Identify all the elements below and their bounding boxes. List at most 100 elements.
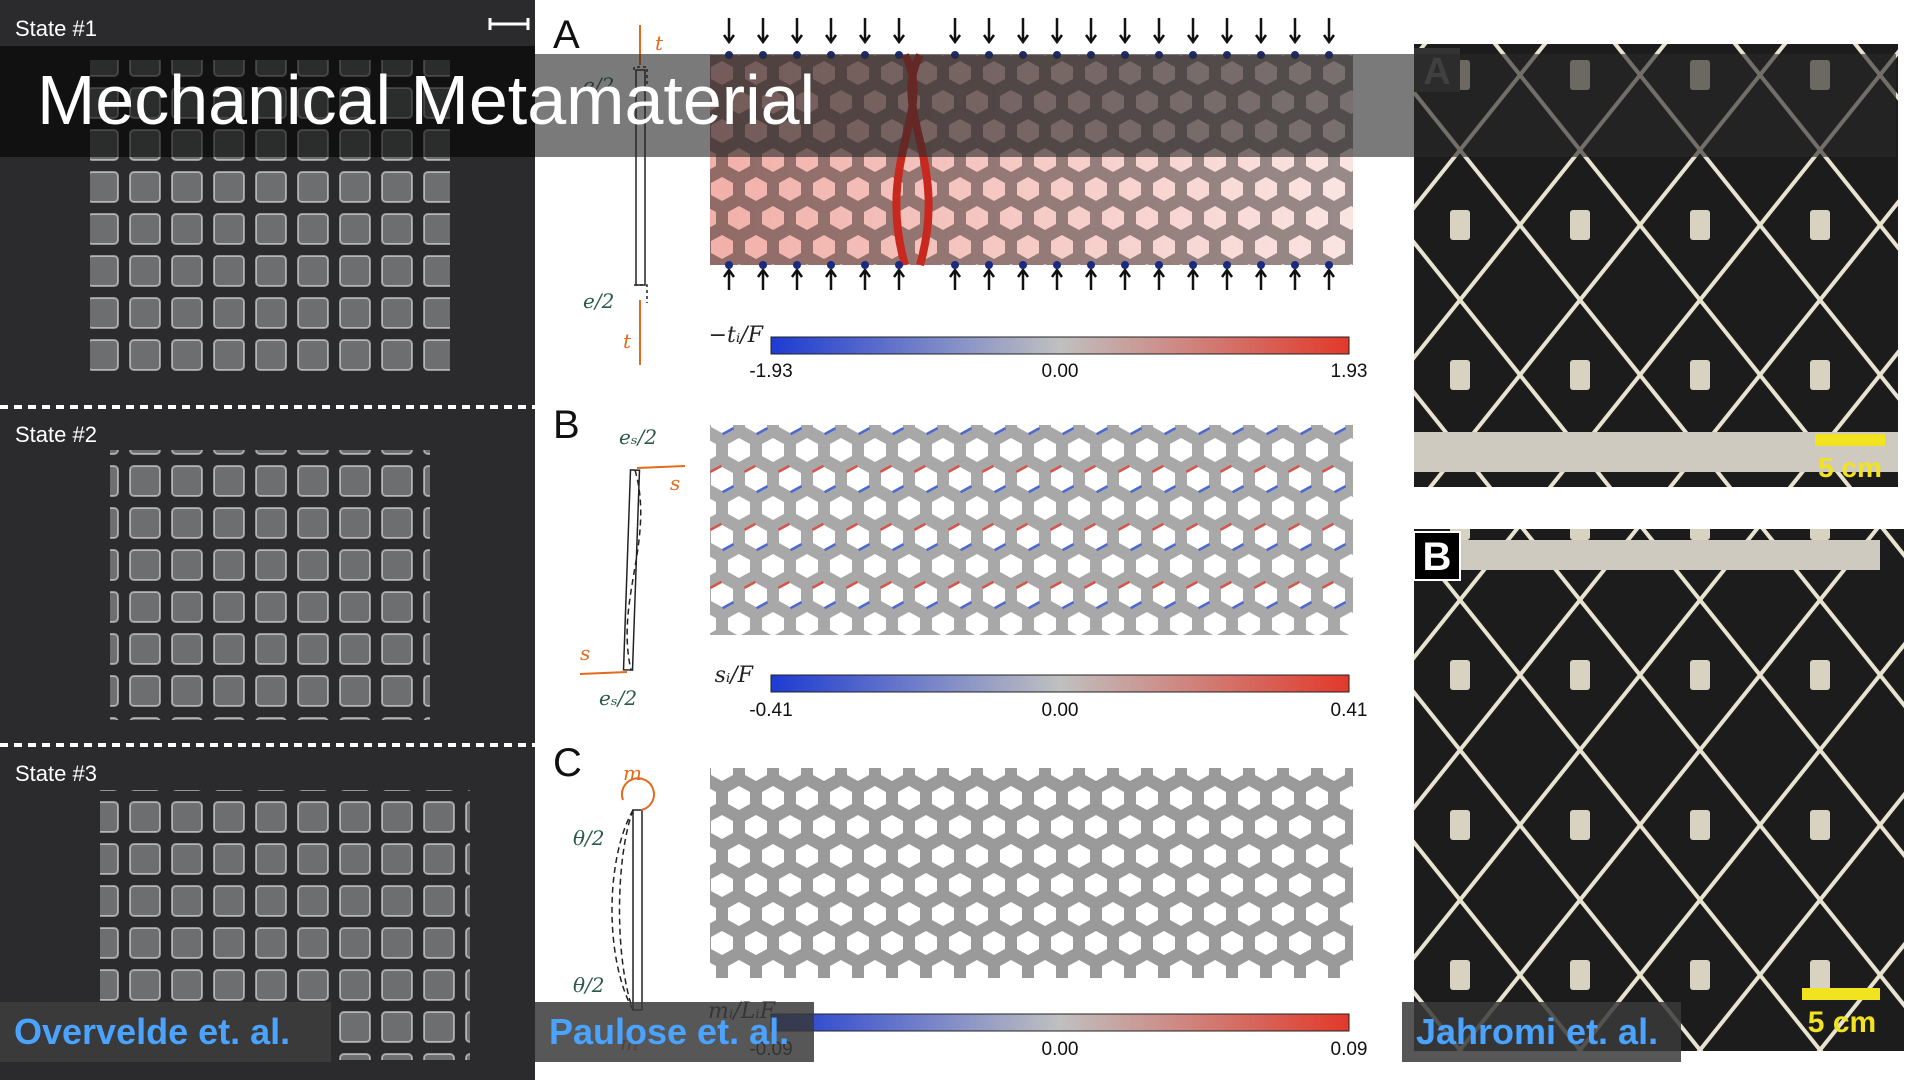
load-node bbox=[1053, 261, 1061, 269]
force-arrow bbox=[790, 267, 804, 290]
title-bar bbox=[0, 46, 535, 157]
force-arrow bbox=[1254, 18, 1268, 45]
force-arrow bbox=[824, 267, 838, 290]
force-arrow bbox=[1322, 18, 1336, 45]
load-node bbox=[1291, 261, 1299, 269]
load-node bbox=[793, 261, 801, 269]
cube-photo-2 bbox=[110, 450, 430, 720]
lattice-c bbox=[710, 768, 1353, 978]
force-arrow bbox=[948, 267, 962, 290]
diagram-label: eₛ/2 bbox=[619, 425, 657, 449]
force-arrow bbox=[1050, 267, 1064, 290]
load-node bbox=[1087, 261, 1095, 269]
scale-bar bbox=[1815, 434, 1885, 446]
state-label: State #3 bbox=[15, 761, 97, 786]
load-node bbox=[1223, 261, 1231, 269]
colorbar bbox=[770, 336, 1350, 355]
lattice-b bbox=[710, 425, 1353, 635]
state-label: State #2 bbox=[15, 422, 97, 447]
lattice-figure: -1.93 0.00 1.93 -0.41 0.00 0.41 -0.09 0.… bbox=[553, 13, 1368, 1060]
diagram-label: t bbox=[623, 329, 632, 353]
force-arrow bbox=[1118, 18, 1132, 45]
load-node bbox=[759, 261, 767, 269]
cube-photos bbox=[0, 18, 535, 1060]
load-node bbox=[725, 261, 733, 269]
load-node bbox=[895, 261, 903, 269]
force-arrow bbox=[1016, 267, 1030, 290]
force-arrow bbox=[1152, 267, 1166, 290]
credit: Jahromi et. al. bbox=[1402, 1002, 1681, 1062]
credit: Paulose et. al. bbox=[535, 1002, 814, 1062]
force-arrow bbox=[1254, 267, 1268, 290]
force-arrow bbox=[1186, 267, 1200, 290]
force-arrow bbox=[982, 267, 996, 290]
colorbar-tick: 0.41 bbox=[1331, 700, 1368, 721]
colorbar-label: −tᵢ/F bbox=[709, 323, 764, 348]
force-arrow bbox=[892, 267, 906, 290]
beam-diagrams bbox=[579, 25, 686, 1011]
state-label: State #1 bbox=[15, 16, 97, 41]
force-arrow bbox=[722, 18, 736, 45]
panel-letter: A bbox=[553, 13, 580, 57]
force-arrow bbox=[1186, 18, 1200, 45]
colorbar-tick: 1.93 bbox=[1331, 361, 1368, 382]
scale-label: 5 cm bbox=[1818, 452, 1882, 483]
load-node bbox=[1257, 261, 1265, 269]
force-arrow bbox=[722, 267, 736, 290]
diagram-label: θ/2 bbox=[573, 826, 605, 850]
colorbar-label: sᵢ/F bbox=[715, 663, 754, 688]
scale-label: 5 cm bbox=[1808, 1006, 1876, 1039]
colorbar-tick: -0.41 bbox=[749, 700, 792, 721]
force-arrow bbox=[982, 18, 996, 45]
photo-letter-box bbox=[1413, 531, 1461, 581]
load-node bbox=[1155, 261, 1163, 269]
diagram-label: t bbox=[655, 31, 664, 55]
scale-bar bbox=[1802, 988, 1880, 1000]
colorbar-tick: 0.00 bbox=[1042, 361, 1079, 382]
colorbar-tick: 0.00 bbox=[1042, 700, 1079, 721]
scale-bar bbox=[488, 18, 530, 30]
diagram-label: e/2 bbox=[583, 289, 614, 313]
photo-b bbox=[1414, 529, 1904, 1051]
photo-letter: B bbox=[1423, 535, 1452, 579]
force-arrow bbox=[1322, 267, 1336, 290]
force-arrow bbox=[1288, 18, 1302, 45]
force-arrow bbox=[756, 267, 770, 290]
colorbar bbox=[770, 674, 1350, 693]
diagram-label: m bbox=[623, 761, 642, 785]
slide-title: Mechanical Metamaterial bbox=[37, 61, 816, 139]
diagram-label: s bbox=[670, 471, 680, 495]
colorbar-tick: 0.00 bbox=[1042, 1039, 1079, 1060]
colorbar bbox=[770, 1013, 1350, 1032]
force-arrow bbox=[858, 267, 872, 290]
rig-photos: A B 5 cm 5 cm bbox=[1413, 44, 1904, 1051]
force-arrow bbox=[790, 18, 804, 45]
colorbar-tick: 0.09 bbox=[1331, 1039, 1368, 1060]
colorbar-tick: -1.93 bbox=[749, 361, 792, 382]
diagram-label: s bbox=[580, 641, 590, 665]
title-bar bbox=[535, 54, 1896, 157]
force-arrow bbox=[1016, 18, 1030, 45]
force-arrow bbox=[1118, 267, 1132, 290]
force-arrow bbox=[756, 18, 770, 45]
load-node bbox=[827, 261, 835, 269]
diagram-label: eₛ/2 bbox=[599, 686, 637, 710]
force-arrow bbox=[1050, 18, 1064, 45]
load-node bbox=[1325, 261, 1333, 269]
diagram-label: θ/2 bbox=[573, 973, 605, 997]
panel-letter: C bbox=[553, 741, 582, 785]
credit: Overvelde et. al. bbox=[0, 1002, 331, 1062]
force-arrow bbox=[948, 18, 962, 45]
load-node bbox=[861, 261, 869, 269]
force-arrow bbox=[1220, 267, 1234, 290]
load-node bbox=[985, 261, 993, 269]
force-arrow bbox=[1152, 18, 1166, 45]
left-panel: State #1 State #2 State #3 bbox=[0, 0, 535, 1080]
force-arrow bbox=[1288, 267, 1302, 290]
panel-letter: B bbox=[553, 403, 580, 447]
force-arrow bbox=[824, 18, 838, 45]
load-node bbox=[1189, 261, 1197, 269]
load-node bbox=[951, 261, 959, 269]
force-arrow bbox=[1084, 267, 1098, 290]
